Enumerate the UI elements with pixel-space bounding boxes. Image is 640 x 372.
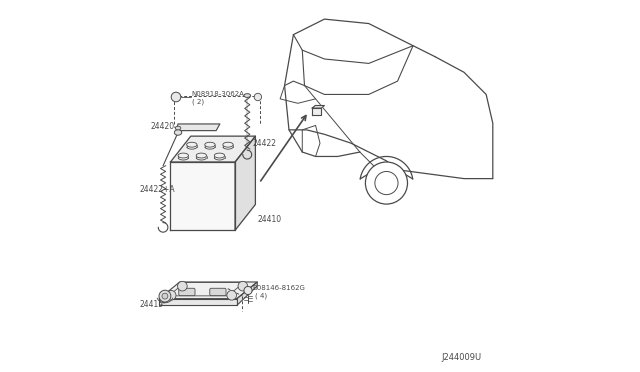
- Circle shape: [162, 293, 168, 299]
- Polygon shape: [235, 136, 255, 230]
- Ellipse shape: [196, 153, 207, 158]
- Text: B08146-8162G: B08146-8162G: [252, 285, 305, 291]
- Polygon shape: [170, 162, 235, 230]
- Polygon shape: [159, 282, 257, 299]
- Ellipse shape: [175, 126, 181, 130]
- Polygon shape: [312, 108, 321, 115]
- Circle shape: [166, 291, 176, 300]
- Circle shape: [254, 93, 262, 101]
- Circle shape: [365, 162, 408, 204]
- FancyBboxPatch shape: [210, 288, 226, 296]
- Circle shape: [159, 290, 171, 302]
- Polygon shape: [237, 282, 257, 305]
- Ellipse shape: [244, 94, 251, 97]
- Ellipse shape: [174, 130, 182, 135]
- Circle shape: [244, 286, 252, 295]
- Text: 24410: 24410: [257, 215, 282, 224]
- Polygon shape: [176, 124, 220, 131]
- Ellipse shape: [214, 153, 225, 158]
- Text: N: N: [173, 94, 179, 100]
- Ellipse shape: [223, 142, 233, 147]
- Text: J244009U: J244009U: [442, 353, 482, 362]
- Ellipse shape: [187, 142, 197, 147]
- Polygon shape: [159, 299, 237, 305]
- Circle shape: [177, 281, 187, 291]
- Text: N08918-3062A: N08918-3062A: [191, 91, 244, 97]
- Circle shape: [227, 291, 237, 300]
- Text: 24420: 24420: [150, 122, 175, 131]
- Text: 24422: 24422: [253, 139, 277, 148]
- Polygon shape: [312, 106, 324, 108]
- Circle shape: [172, 92, 181, 102]
- Circle shape: [238, 281, 248, 291]
- Ellipse shape: [205, 142, 215, 147]
- FancyBboxPatch shape: [179, 288, 195, 296]
- Ellipse shape: [178, 153, 188, 158]
- Text: ( 4): ( 4): [255, 292, 267, 299]
- Text: 24415: 24415: [140, 300, 164, 309]
- Text: 24422+A: 24422+A: [140, 185, 175, 194]
- Text: B: B: [246, 288, 250, 293]
- Text: ( 2): ( 2): [192, 98, 204, 105]
- Polygon shape: [170, 136, 255, 162]
- Circle shape: [375, 171, 398, 195]
